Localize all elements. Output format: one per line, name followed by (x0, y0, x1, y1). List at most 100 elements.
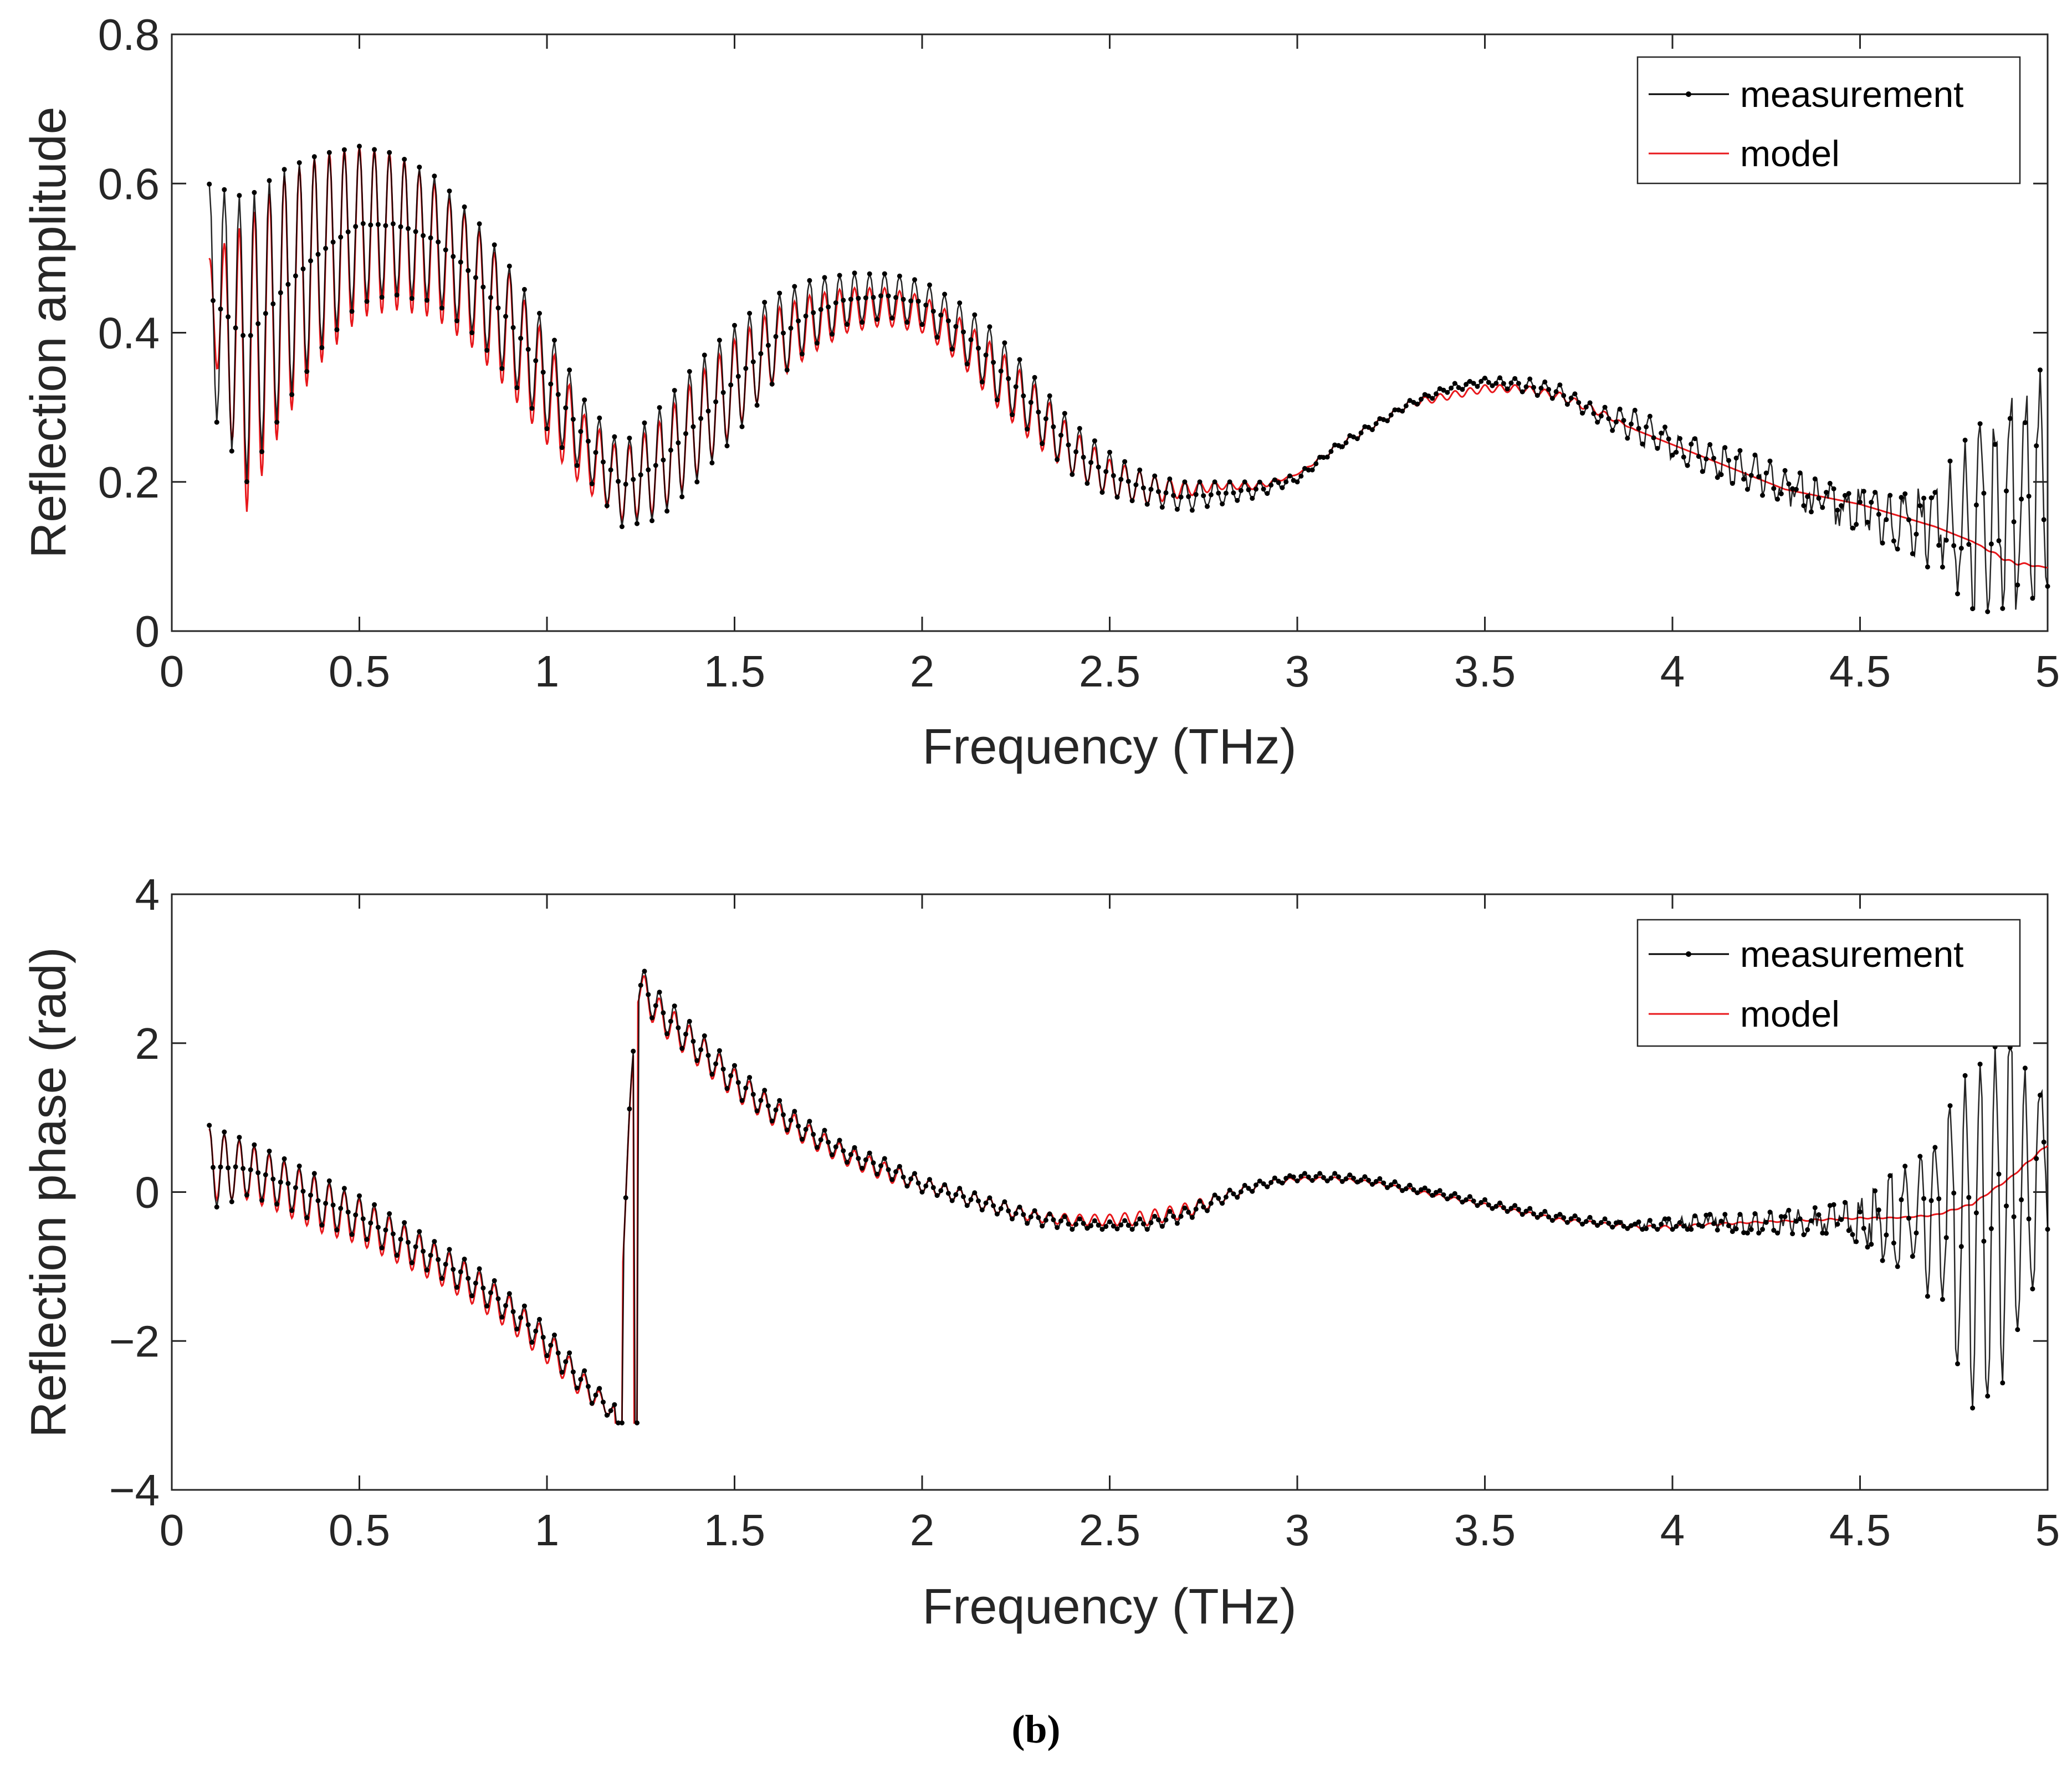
measurement-point (822, 275, 827, 280)
measurement-point (1636, 426, 1641, 431)
measurement-point (1407, 398, 1413, 403)
measurement-point (889, 1177, 895, 1182)
measurement-point (1899, 495, 1904, 500)
measurement-point (964, 361, 970, 367)
measurement-point (1231, 490, 1236, 495)
measurement-point (570, 417, 576, 422)
measurement-point (518, 336, 524, 341)
measurement-point (241, 1166, 246, 1171)
measurement-point (1362, 424, 1368, 429)
measurement-point (653, 463, 658, 468)
measurement-point (889, 315, 895, 321)
measurement-point (544, 1353, 550, 1359)
measurement-point (1456, 385, 1461, 390)
measurement-point (934, 1193, 940, 1198)
measurement-point (818, 307, 823, 312)
measurement-point (387, 150, 392, 155)
measurement-point (1763, 1219, 1769, 1225)
measurement-point (1914, 1230, 1919, 1236)
measurement-point (1400, 408, 1405, 414)
measurement-point (1906, 1216, 1911, 1221)
measurement-point (1835, 1222, 1840, 1227)
measurement-point (1152, 1213, 1158, 1219)
measurement-point (499, 1314, 505, 1320)
measurement-point (207, 1123, 212, 1128)
measurement-point (649, 518, 655, 524)
measurement-point (1955, 591, 1960, 597)
measurement-point (1186, 494, 1191, 499)
measurement-point (1865, 520, 1870, 525)
measurement-point (1674, 449, 1679, 455)
measurement-point (525, 347, 531, 352)
measurement-point (874, 1171, 880, 1177)
measurement-point (1572, 391, 1578, 397)
measurement-point (1317, 454, 1323, 460)
measurement-point (690, 1038, 696, 1044)
measurement-point (1988, 1226, 1994, 1231)
x-tick-label: 4.5 (1829, 1505, 1891, 1555)
measurement-point (1231, 1191, 1236, 1197)
measurement-point (1790, 1231, 1795, 1237)
measurement-point (510, 325, 516, 330)
measurement-point (1201, 493, 1206, 499)
measurement-point (406, 226, 411, 231)
measurement-point (1670, 1227, 1675, 1232)
legend-marker-measurement (1686, 91, 1691, 97)
measurement-point (432, 1239, 437, 1244)
measurement-point (874, 316, 880, 322)
measurement-point (1434, 391, 1439, 397)
measurement-point (525, 1322, 531, 1328)
measurement-point (270, 301, 276, 306)
measurement-point (1373, 421, 1379, 427)
measurement-point (1715, 475, 1720, 480)
measurement-point (1088, 460, 1094, 465)
measurement-point (927, 282, 932, 288)
measurement-point (1580, 411, 1585, 416)
measurement-point (428, 235, 433, 240)
measurement-point (1107, 1219, 1112, 1224)
measurement-point (349, 309, 355, 314)
measurement-point (237, 1135, 242, 1140)
measurement-point (938, 312, 944, 318)
measurement-point (1223, 490, 1229, 496)
measurement-point (226, 314, 231, 320)
measurement-point (649, 1015, 655, 1021)
measurement-point (1940, 565, 1945, 570)
measurement-point (1520, 389, 1525, 394)
measurement-point (341, 1186, 347, 1191)
measurement-point (750, 359, 756, 365)
measurement-point (421, 1248, 426, 1254)
measurement-point (1973, 502, 1979, 508)
measurement-point (357, 1193, 362, 1198)
measurement-point (338, 1206, 344, 1211)
measurement-point (1610, 1224, 1615, 1230)
measurement-point (942, 291, 948, 297)
measurement-point (1140, 1221, 1146, 1227)
measurement-point (1040, 441, 1045, 447)
measurement-point (1831, 1202, 1836, 1207)
measurement-point (1685, 1227, 1690, 1232)
measurement-point (1133, 1221, 1139, 1227)
measurement-point (676, 1025, 681, 1031)
measurement-point (1339, 1178, 1345, 1184)
measurement-point (608, 1408, 613, 1413)
measurement-point (1287, 473, 1292, 479)
measurement-point (589, 1401, 595, 1406)
measurement-point (1591, 1219, 1597, 1225)
measurement-point (845, 1160, 850, 1165)
measurement-point (488, 295, 493, 300)
measurement-point (1178, 1213, 1184, 1219)
measurement-point (252, 1142, 257, 1147)
measurement-point (683, 1031, 688, 1037)
measurement-point (1741, 476, 1747, 482)
measurement-point (1564, 1219, 1570, 1225)
measurement-point (1449, 1193, 1454, 1198)
measurement-point (1122, 1218, 1128, 1223)
measurement-point (282, 167, 287, 172)
measurement-point (878, 1163, 883, 1169)
measurement-point (1858, 1209, 1863, 1215)
measurement-point (1861, 1226, 1866, 1231)
measurement-point (1632, 407, 1638, 413)
measurement-point (1640, 441, 1645, 447)
measurement-point (368, 222, 374, 228)
